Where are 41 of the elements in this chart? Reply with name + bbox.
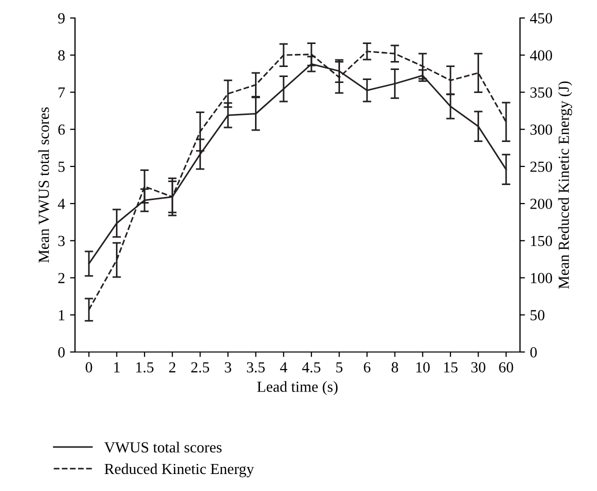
x-tick-label: 4	[280, 362, 288, 372]
y-tick-label: 2	[58, 272, 64, 284]
x-tick-label: 10	[416, 362, 430, 372]
x-tick-label: 15	[444, 362, 458, 372]
y-tick-label: 0	[58, 347, 65, 358]
y2-tick-label: 300	[530, 124, 552, 135]
x-tick-label: 30	[471, 362, 486, 372]
x-tick-label: 2.5	[191, 362, 210, 373]
x-axis-title: Lead time (s)	[257, 381, 338, 395]
y-tick-label: 7	[58, 88, 65, 98]
x-tick-label: 4.5	[302, 362, 320, 373]
x-tick-label: 6	[364, 362, 370, 372]
x-tick-label: 8	[392, 362, 398, 372]
x-tick-label: 2	[169, 362, 176, 372]
x-tick-label: 0	[86, 362, 92, 372]
y2-tick-label: 0	[530, 347, 537, 358]
x-tick-label: 1	[114, 362, 120, 372]
y2-tick-label: 100	[531, 272, 552, 284]
y2-tick-label: 400	[530, 50, 552, 61]
y-tick-label: 9	[58, 13, 65, 24]
y2-tick-label: 450	[530, 13, 552, 24]
y-tick-label: 3	[58, 236, 65, 246]
x-tick-label: 3.5	[246, 362, 265, 373]
y2-axis-title: Mean Reduced Kinetic Energy (J)	[558, 81, 572, 289]
y2-tick-label: 200	[530, 198, 552, 210]
y-tick-label: 8	[58, 50, 65, 61]
y-tick-label: 1	[58, 310, 64, 320]
y-axis-title: Mean VWUS total scores	[38, 107, 50, 263]
y-tick-label: 6	[58, 124, 65, 135]
legend-label: VWUS total scores	[104, 442, 222, 453]
x-tick-label: 3	[224, 362, 232, 372]
legend-label: Reduced Kinetic Energy	[104, 463, 254, 478]
x-tick-label: 60	[499, 362, 514, 372]
y2-tick-label: 150	[531, 236, 552, 246]
y2-tick-label: 350	[530, 87, 552, 98]
y-tick-label: 5	[58, 162, 65, 172]
x-tick-label: 1.5	[136, 362, 154, 373]
x-tick-label: 5	[336, 362, 342, 372]
y2-tick-label: 50	[530, 310, 544, 320]
y-tick-label: 4	[58, 198, 66, 209]
y2-tick-label: 250	[530, 162, 552, 172]
